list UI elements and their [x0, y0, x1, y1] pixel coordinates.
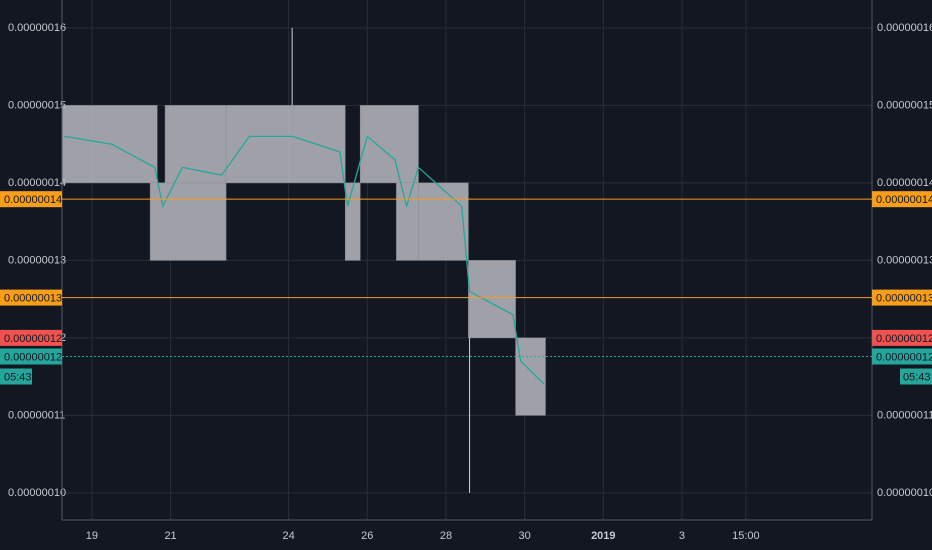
- x-tick-label: 30: [519, 530, 531, 542]
- price-line: [64, 135, 545, 385]
- price-label-bg: [0, 348, 62, 365]
- y-tick-label: 0.00000013: [877, 254, 932, 266]
- price-label: 0.00000012: [4, 333, 62, 345]
- price-label-bg: [872, 329, 932, 346]
- x-tick-label: 15:00: [732, 530, 760, 542]
- box: [515, 337, 546, 416]
- countdown-bg: [900, 368, 932, 385]
- price-label-bg: [0, 329, 62, 346]
- x-tick-label: 26: [361, 530, 373, 542]
- box: [344, 182, 361, 261]
- price-label-bg: [872, 289, 932, 306]
- countdown-bg: [0, 368, 32, 385]
- price-label-bg: [872, 348, 932, 365]
- y-tick-label: 0.00000014: [877, 177, 932, 189]
- y-tick-label: 0.00000016: [8, 22, 66, 34]
- x-tick-label: 2019: [591, 530, 615, 542]
- price-label: 0.00000013: [4, 292, 62, 304]
- y-tick-label: 0.00000016: [877, 22, 932, 34]
- x-tick-label: 28: [440, 530, 452, 542]
- box: [396, 182, 419, 261]
- price-label: 0.00000012: [876, 333, 932, 345]
- x-tick-label: 24: [282, 530, 294, 542]
- box: [468, 260, 516, 339]
- price-label-bg: [0, 191, 62, 208]
- countdown: 05:43: [4, 371, 32, 383]
- price-label: 0.00000013: [876, 292, 932, 304]
- box: [418, 182, 469, 261]
- y-tick-label: 0.00000011: [877, 409, 932, 421]
- x-tick-label: 19: [86, 530, 98, 542]
- x-tick-label: 3: [679, 530, 685, 542]
- y-tick-label: 0.00000011: [8, 409, 65, 421]
- box: [225, 105, 346, 184]
- y-tick-label: 0.00000014: [8, 177, 66, 189]
- y-tick-label: 0.00000013: [8, 254, 66, 266]
- price-label: 0.00000014: [4, 194, 62, 206]
- y-tick-label: 0.00000010: [877, 487, 932, 499]
- price-label: 0.00000012: [4, 351, 62, 363]
- price-label-bg: [0, 289, 62, 306]
- y-tick-label: 0.00000015: [877, 99, 932, 111]
- countdown: 05:43: [903, 371, 931, 383]
- y-tick-label: 0.00000015: [8, 99, 66, 111]
- box: [149, 182, 227, 261]
- price-label: 0.00000012: [876, 351, 932, 363]
- box: [359, 105, 419, 184]
- x-tick-label: 21: [164, 530, 176, 542]
- price-label: 0.00000014: [876, 194, 932, 206]
- box: [164, 105, 227, 184]
- price-label-bg: [872, 191, 932, 208]
- y-tick-label: 0.00000010: [8, 487, 66, 499]
